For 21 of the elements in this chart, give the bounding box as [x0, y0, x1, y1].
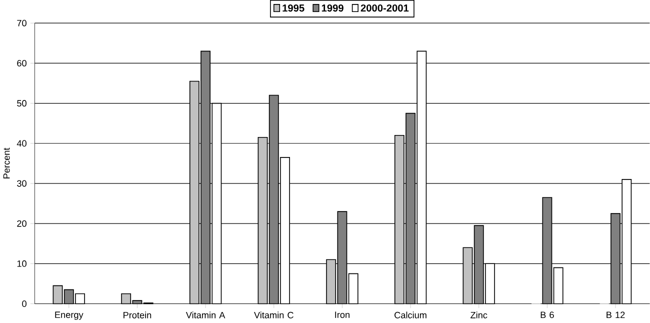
- x-tick-label: Protein: [124, 312, 152, 318]
- y-tick-label: 70: [17, 20, 26, 26]
- y-tick-label: 10: [17, 260, 26, 267]
- y-tick-label: 30: [17, 180, 26, 187]
- legend-label: 1999: [322, 4, 344, 12]
- legend-label: 2000-2001: [360, 4, 409, 12]
- y-tick-label: 60: [17, 60, 26, 66]
- x-tick-label: Energy: [55, 312, 84, 320]
- y-tick-label: 40: [16, 140, 26, 147]
- x-tick-label: Calcium: [394, 312, 426, 318]
- y-tick-label: 0: [22, 300, 26, 307]
- x-tick-label: Vitamin A: [186, 312, 226, 318]
- y-tick-label: 50: [17, 100, 26, 106]
- x-tick-label: B 12: [606, 312, 625, 318]
- x-tick-label: Zinc: [470, 312, 488, 318]
- legend-label: 1995: [282, 4, 304, 12]
- x-tick-label: B 6: [540, 312, 554, 318]
- y-tick-label: 20: [17, 220, 26, 227]
- x-tick-label: Vitamin C: [254, 312, 294, 318]
- x-tick-label: Iron: [335, 312, 350, 318]
- y-axis-title: Percent: [3, 148, 10, 178]
